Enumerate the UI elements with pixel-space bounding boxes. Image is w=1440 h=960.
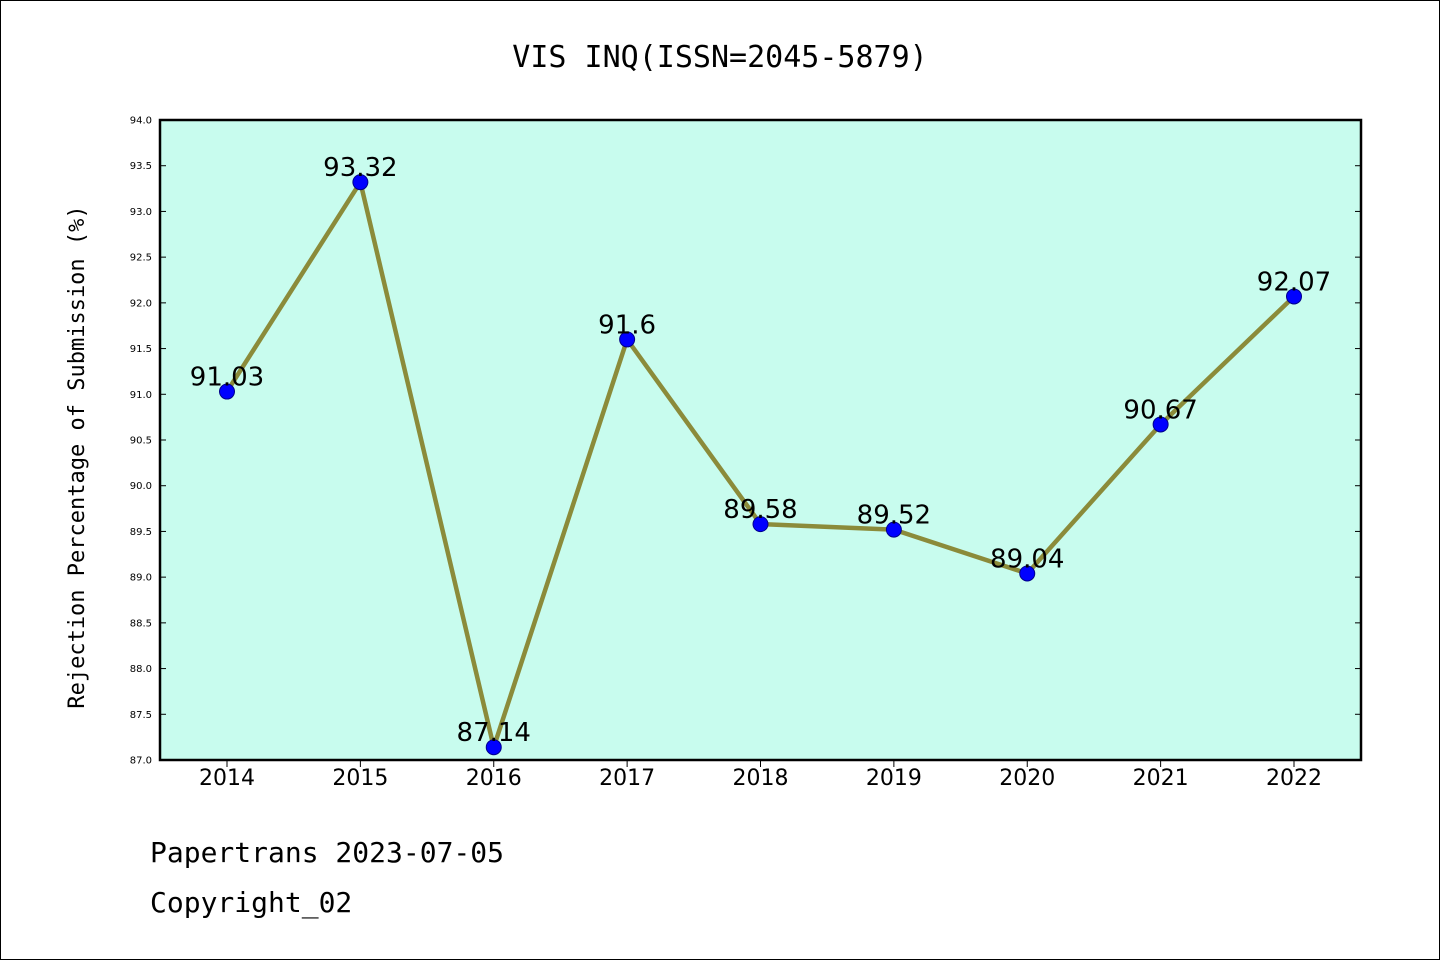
data-point <box>885 521 902 538</box>
x-tick-label: 2018 <box>733 766 789 791</box>
data-label: 90.67 <box>1123 395 1197 425</box>
data-label: 91.6 <box>598 310 656 340</box>
x-tick-label: 2016 <box>466 766 522 791</box>
y-tick-label: 88.0 <box>130 664 152 675</box>
y-tick-label: 90.0 <box>130 481 152 492</box>
data-point <box>752 516 769 533</box>
data-label: 92.07 <box>1257 267 1331 297</box>
y-tick-label: 87.5 <box>130 710 152 721</box>
data-point <box>1152 416 1169 433</box>
data-label: 89.58 <box>723 495 797 525</box>
x-tick-label: 2020 <box>999 766 1055 791</box>
data-point <box>485 739 502 756</box>
data-label: 89.04 <box>990 544 1064 574</box>
x-axis: 2014 2015 2016 2017 2018 2019 2020 2021 2022 <box>199 760 1322 791</box>
data-point <box>1019 565 1036 582</box>
y-tick-label: 94.0 <box>130 116 152 127</box>
y-tick-label: 91.0 <box>130 390 152 401</box>
series-group: 91.03 93.32 87.14 91.6 89.58 89.52 89.04 90.67 9… <box>190 153 1331 756</box>
y-tick-label: 93.0 <box>130 207 152 218</box>
data-point <box>219 383 235 400</box>
y-tick-label: 93.5 <box>130 161 152 172</box>
data-label: 87.14 <box>457 718 531 748</box>
y-tick-label: 91.5 <box>130 344 152 355</box>
plot-area <box>160 120 1361 760</box>
data-point <box>1286 288 1302 305</box>
y-tick-label: 88.5 <box>130 618 152 629</box>
chart-title: VIS INQ(ISSN=2045-5879) <box>512 40 927 75</box>
y-tick-label: 90.5 <box>130 436 152 447</box>
x-tick-label: 2014 <box>199 766 255 791</box>
x-tick-label: 2021 <box>1133 766 1189 791</box>
data-label: 91.03 <box>190 363 264 393</box>
y-tick-label: 87.0 <box>130 756 152 767</box>
data-point <box>619 331 636 348</box>
footer-copyright: Copyright_02 <box>150 886 353 919</box>
data-label: 89.52 <box>857 501 931 531</box>
x-tick-label: 2019 <box>866 766 922 791</box>
x-tick-label: 2017 <box>599 766 655 791</box>
y-tick-label: 92.5 <box>130 253 152 264</box>
y-tick-label: 92.0 <box>130 298 152 309</box>
y-tick-label: 89.0 <box>130 573 152 584</box>
y-axis-label: Rejection Percentage of Submission (%) <box>65 205 90 708</box>
x-tick-label: 2015 <box>332 766 388 791</box>
plot-border <box>158 118 1363 762</box>
data-point <box>352 174 369 191</box>
x-tick-label: 2022 <box>1266 766 1322 791</box>
footer-date: Papertrans 2023-07-05 <box>150 836 505 869</box>
y-tick-label: 89.5 <box>130 527 152 538</box>
data-label: 93.32 <box>323 153 397 183</box>
y-axis: 87.0 87.5 88.0 88.5 89.0 89.5 90.0 90.5 91.0 91.5… <box>130 116 1361 767</box>
